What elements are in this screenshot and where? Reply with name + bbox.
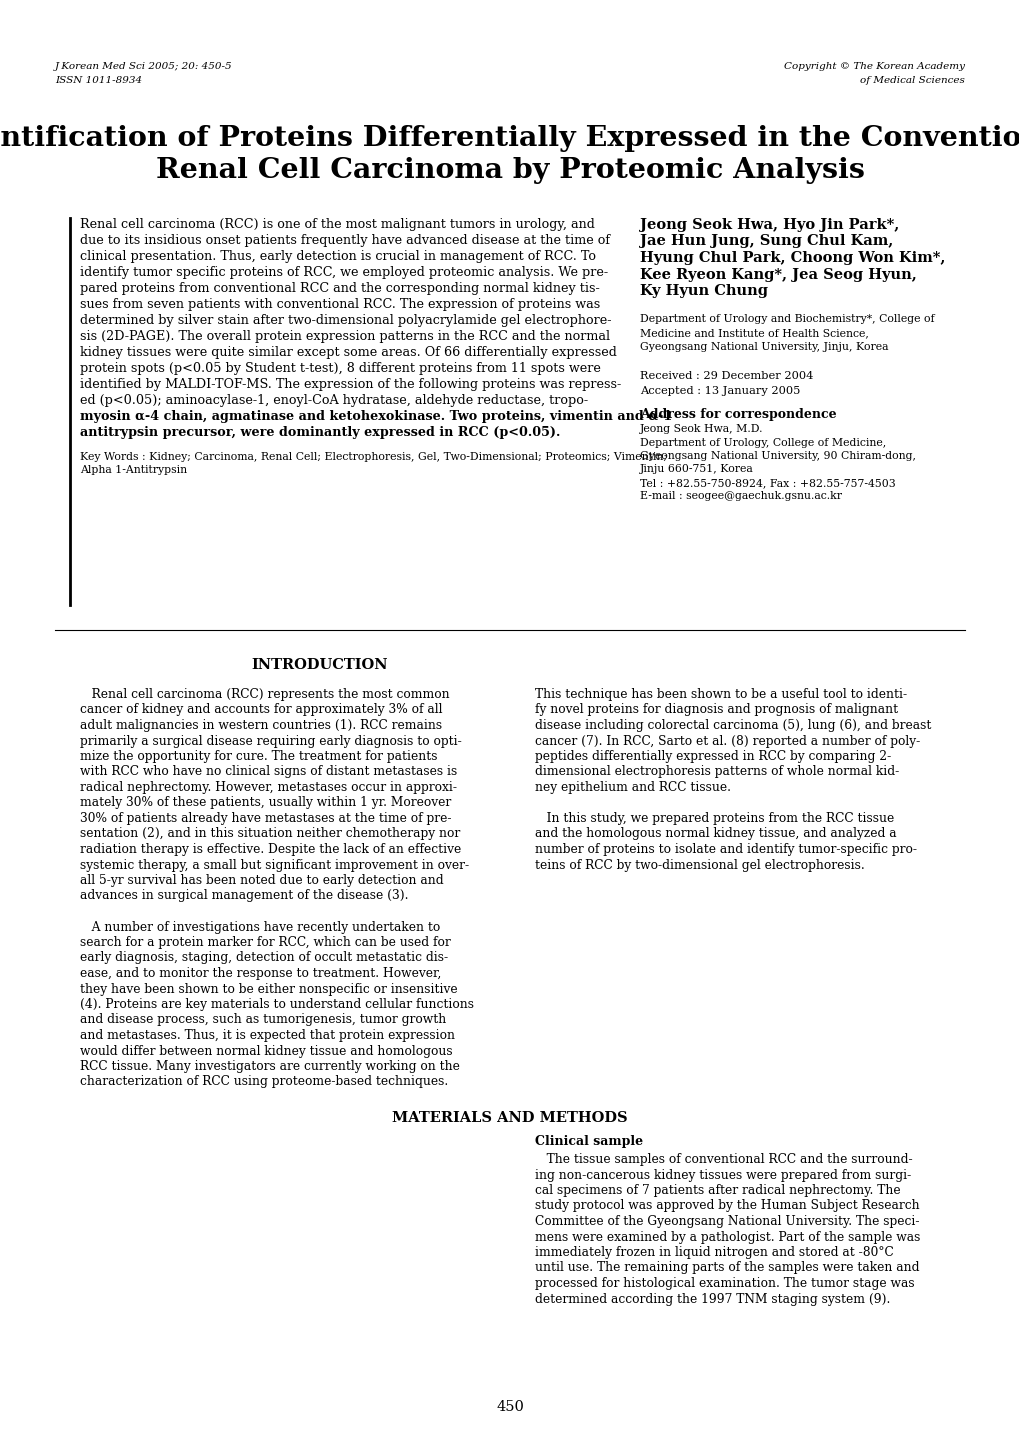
Text: characterization of RCC using proteome-based techniques.: characterization of RCC using proteome-b… <box>79 1075 447 1088</box>
Text: radiation therapy is effective. Despite the lack of an effective: radiation therapy is effective. Despite … <box>79 843 461 856</box>
Text: all 5-yr survival has been noted due to early detection and: all 5-yr survival has been noted due to … <box>79 874 443 887</box>
Text: Alpha 1-Antitrypsin: Alpha 1-Antitrypsin <box>79 465 186 475</box>
Text: and metastases. Thus, it is expected that protein expression: and metastases. Thus, it is expected tha… <box>79 1029 454 1042</box>
Text: cal specimens of 7 patients after radical nephrectomy. The: cal specimens of 7 patients after radica… <box>535 1185 900 1198</box>
Text: Clinical sample: Clinical sample <box>535 1136 643 1149</box>
Text: clinical presentation. Thus, early detection is crucial in management of RCC. To: clinical presentation. Thus, early detec… <box>79 250 595 263</box>
Text: and the homologous normal kidney tissue, and analyzed a: and the homologous normal kidney tissue,… <box>535 827 896 840</box>
Text: antitrypsin precursor, were dominantly expressed in RCC (p<0.05).: antitrypsin precursor, were dominantly e… <box>79 426 559 439</box>
Text: In this study, we prepared proteins from the RCC tissue: In this study, we prepared proteins from… <box>535 812 894 825</box>
Text: determined according the 1997 TNM staging system (9).: determined according the 1997 TNM stagin… <box>535 1293 890 1306</box>
Text: processed for histological examination. The tumor stage was: processed for histological examination. … <box>535 1277 914 1290</box>
Text: teins of RCC by two-dimensional gel electrophoresis.: teins of RCC by two-dimensional gel elec… <box>535 859 864 872</box>
Text: MATERIALS AND METHODS: MATERIALS AND METHODS <box>391 1111 628 1126</box>
Text: cancer of kidney and accounts for approximately 3% of all: cancer of kidney and accounts for approx… <box>79 704 442 717</box>
Text: Hyung Chul Park, Choong Won Kim*,: Hyung Chul Park, Choong Won Kim*, <box>639 251 945 266</box>
Text: protein spots (p<0.05 by Student t-test), 8 different proteins from 11 spots wer: protein spots (p<0.05 by Student t-test)… <box>79 362 600 375</box>
Text: 30% of patients already have metastases at the time of pre-: 30% of patients already have metastases … <box>79 812 451 825</box>
Text: would differ between normal kidney tissue and homologous: would differ between normal kidney tissu… <box>79 1045 452 1058</box>
Text: Gyeongsang National University, 90 Chiram-dong,: Gyeongsang National University, 90 Chira… <box>639 452 915 460</box>
Text: INTRODUCTION: INTRODUCTION <box>252 658 388 672</box>
Text: identify tumor specific proteins of RCC, we employed proteomic analysis. We pre-: identify tumor specific proteins of RCC,… <box>79 266 607 278</box>
Text: mize the opportunity for cure. The treatment for patients: mize the opportunity for cure. The treat… <box>79 750 437 763</box>
Text: Copyright © The Korean Academy: Copyright © The Korean Academy <box>784 62 964 71</box>
Text: number of proteins to isolate and identify tumor-specific pro-: number of proteins to isolate and identi… <box>535 843 916 856</box>
Text: ing non-cancerous kidney tissues were prepared from surgi-: ing non-cancerous kidney tissues were pr… <box>535 1169 910 1182</box>
Text: This technique has been shown to be a useful tool to identi-: This technique has been shown to be a us… <box>535 688 906 701</box>
Text: cancer (7). In RCC, Sarto et al. (8) reported a number of poly-: cancer (7). In RCC, Sarto et al. (8) rep… <box>535 734 919 747</box>
Text: Department of Urology, College of Medicine,: Department of Urology, College of Medici… <box>639 437 886 447</box>
Text: Renal cell carcinoma (RCC) represents the most common: Renal cell carcinoma (RCC) represents th… <box>79 688 449 701</box>
Text: primarily a surgical disease requiring early diagnosis to opti-: primarily a surgical disease requiring e… <box>79 734 462 747</box>
Text: A number of investigations have recently undertaken to: A number of investigations have recently… <box>79 921 440 934</box>
Text: Jae Hun Jung, Sung Chul Kam,: Jae Hun Jung, Sung Chul Kam, <box>639 235 893 248</box>
Text: sentation (2), and in this situation neither chemotherapy nor: sentation (2), and in this situation nei… <box>79 827 460 840</box>
Text: search for a protein marker for RCC, which can be used for: search for a protein marker for RCC, whi… <box>79 937 450 949</box>
Text: fy novel proteins for diagnosis and prognosis of malignant: fy novel proteins for diagnosis and prog… <box>535 704 898 717</box>
Text: Renal cell carcinoma (RCC) is one of the most malignant tumors in urology, and: Renal cell carcinoma (RCC) is one of the… <box>79 218 594 231</box>
Text: and disease process, such as tumorigenesis, tumor growth: and disease process, such as tumorigenes… <box>79 1013 446 1026</box>
Text: Tel : +82.55-750-8924, Fax : +82.55-757-4503: Tel : +82.55-750-8924, Fax : +82.55-757-… <box>639 478 895 488</box>
Text: adult malignancies in western countries (1). RCC remains: adult malignancies in western countries … <box>79 719 441 732</box>
Text: of Medical Sciences: of Medical Sciences <box>859 76 964 85</box>
Text: disease including colorectal carcinoma (5), lung (6), and breast: disease including colorectal carcinoma (… <box>535 719 930 732</box>
Text: pared proteins from conventional RCC and the corresponding normal kidney tis-: pared proteins from conventional RCC and… <box>79 281 599 294</box>
Text: RCC tissue. Many investigators are currently working on the: RCC tissue. Many investigators are curre… <box>79 1061 460 1074</box>
Text: Accepted : 13 January 2005: Accepted : 13 January 2005 <box>639 385 800 395</box>
Text: (4). Proteins are key materials to understand cellular functions: (4). Proteins are key materials to under… <box>79 999 474 1012</box>
Text: identified by MALDI-TOF-MS. The expression of the following proteins was repress: identified by MALDI-TOF-MS. The expressi… <box>79 378 621 391</box>
Text: with RCC who have no clinical signs of distant metastases is: with RCC who have no clinical signs of d… <box>79 765 457 779</box>
Text: radical nephrectomy. However, metastases occur in approxi-: radical nephrectomy. However, metastases… <box>79 781 457 794</box>
Text: Received : 29 December 2004: Received : 29 December 2004 <box>639 371 812 381</box>
Text: mately 30% of these patients, usually within 1 yr. Moreover: mately 30% of these patients, usually wi… <box>79 797 450 810</box>
Text: Jinju 660-751, Korea: Jinju 660-751, Korea <box>639 465 753 475</box>
Text: early diagnosis, staging, detection of occult metastatic dis-: early diagnosis, staging, detection of o… <box>79 951 447 964</box>
Text: Kee Ryeon Kang*, Jea Seog Hyun,: Kee Ryeon Kang*, Jea Seog Hyun, <box>639 267 916 281</box>
Text: The tissue samples of conventional RCC and the surround-: The tissue samples of conventional RCC a… <box>535 1153 912 1166</box>
Text: Department of Urology and Biochemistry*, College of: Department of Urology and Biochemistry*,… <box>639 315 933 325</box>
Text: Committee of the Gyeongsang National University. The speci-: Committee of the Gyeongsang National Uni… <box>535 1215 918 1228</box>
Text: dimensional electrophoresis patterns of whole normal kid-: dimensional electrophoresis patterns of … <box>535 765 899 779</box>
Text: sues from seven patients with conventional RCC. The expression of proteins was: sues from seven patients with convention… <box>79 299 599 312</box>
Text: Gyeongsang National University, Jinju, Korea: Gyeongsang National University, Jinju, K… <box>639 342 888 352</box>
Text: due to its insidious onset patients frequently have advanced disease at the time: due to its insidious onset patients freq… <box>79 234 609 247</box>
Text: Identification of Proteins Differentially Expressed in the Conventional: Identification of Proteins Differentiall… <box>0 126 1019 152</box>
Text: sis (2D-PAGE). The overall protein expression patterns in the RCC and the normal: sis (2D-PAGE). The overall protein expre… <box>79 330 609 343</box>
Text: Renal Cell Carcinoma by Proteomic Analysis: Renal Cell Carcinoma by Proteomic Analys… <box>156 157 863 185</box>
Text: Key Words : Kidney; Carcinoma, Renal Cell; Electrophoresis, Gel, Two-Dimensional: Key Words : Kidney; Carcinoma, Renal Cel… <box>79 452 666 462</box>
Text: ease, and to monitor the response to treatment. However,: ease, and to monitor the response to tre… <box>79 967 441 980</box>
Text: Medicine and Institute of Health Science,: Medicine and Institute of Health Science… <box>639 328 868 338</box>
Text: kidney tissues were quite similar except some areas. Of 66 differentially expres: kidney tissues were quite similar except… <box>79 346 616 359</box>
Text: ISSN 1011-8934: ISSN 1011-8934 <box>55 76 142 85</box>
Text: ed (p<0.05); aminoacylase-1, enoyl-CoA hydratase, aldehyde reductase, tropo-: ed (p<0.05); aminoacylase-1, enoyl-CoA h… <box>79 394 588 407</box>
Text: E-mail : seogee@gaechuk.gsnu.ac.kr: E-mail : seogee@gaechuk.gsnu.ac.kr <box>639 492 841 502</box>
Text: Jeong Seok Hwa, Hyo Jin Park*,: Jeong Seok Hwa, Hyo Jin Park*, <box>639 218 899 232</box>
Text: Jeong Seok Hwa, M.D.: Jeong Seok Hwa, M.D. <box>639 424 763 434</box>
Text: J Korean Med Sci 2005; 20: 450-5: J Korean Med Sci 2005; 20: 450-5 <box>55 62 232 71</box>
Text: advances in surgical management of the disease (3).: advances in surgical management of the d… <box>79 889 408 902</box>
Text: mens were examined by a pathologist. Part of the sample was: mens were examined by a pathologist. Par… <box>535 1231 919 1244</box>
Text: determined by silver stain after two-dimensional polyacrylamide gel electrophore: determined by silver stain after two-dim… <box>79 315 611 328</box>
Text: they have been shown to be either nonspecific or insensitive: they have been shown to be either nonspe… <box>79 983 458 996</box>
Text: ney epithelium and RCC tissue.: ney epithelium and RCC tissue. <box>535 781 731 794</box>
Text: 450: 450 <box>495 1400 524 1414</box>
Text: Ky Hyun Chung: Ky Hyun Chung <box>639 284 767 299</box>
Text: study protocol was approved by the Human Subject Research: study protocol was approved by the Human… <box>535 1199 919 1212</box>
Text: Address for correspondence: Address for correspondence <box>639 408 836 421</box>
Text: until use. The remaining parts of the samples were taken and: until use. The remaining parts of the sa… <box>535 1261 918 1274</box>
Text: myosin α-4 chain, agmatinase and ketohexokinase. Two proteins, vimentin and α-1: myosin α-4 chain, agmatinase and ketohex… <box>79 410 672 423</box>
Text: immediately frozen in liquid nitrogen and stored at -80°C: immediately frozen in liquid nitrogen an… <box>535 1245 893 1258</box>
Text: systemic therapy, a small but significant improvement in over-: systemic therapy, a small but significan… <box>79 859 469 872</box>
Text: peptides differentially expressed in RCC by comparing 2-: peptides differentially expressed in RCC… <box>535 750 891 763</box>
